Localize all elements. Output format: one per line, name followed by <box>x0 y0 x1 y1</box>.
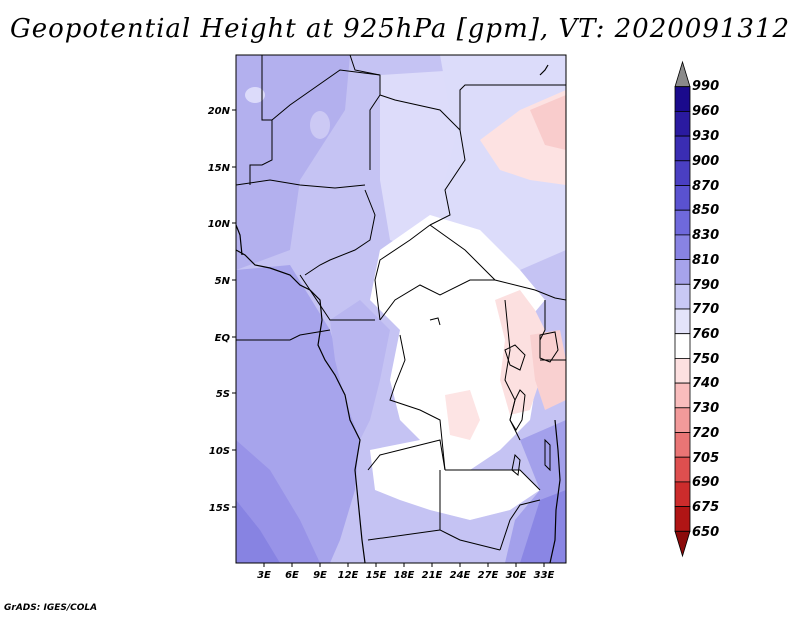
colorbar-label: 790 <box>692 278 719 293</box>
lon-label: 12E <box>338 570 359 581</box>
lat-label: 5S <box>216 389 230 400</box>
lon-label: 6E <box>285 570 299 581</box>
colorbar-label: 770 <box>692 302 719 317</box>
colorbar-segment <box>674 481 691 507</box>
colorbar-segment <box>674 86 691 112</box>
coastline <box>236 64 561 563</box>
colorbar-label: 675 <box>692 500 719 515</box>
lat-label: 15N <box>208 163 231 174</box>
lon-label: 21E <box>422 570 443 581</box>
colorbar-segment <box>674 456 691 483</box>
colorbar-segment <box>674 111 691 137</box>
longitude-labels: 3E 6E 9E 12E 15E 18E 21E 24E 27E 30E 33E <box>257 570 554 581</box>
lat-label: EQ <box>215 333 231 344</box>
colorbar-segment <box>674 135 691 162</box>
height-field <box>236 55 566 563</box>
colorbar-segment <box>674 185 691 211</box>
colorbar-segment <box>674 60 691 88</box>
lat-label: 10N <box>208 219 231 230</box>
latitude-labels: 20N 15N 10N 5N EQ 5S 10S 15S <box>208 106 231 514</box>
lat-label: 5N <box>215 276 231 287</box>
lon-label: 15E <box>366 570 387 581</box>
colorbar-label: 650 <box>692 525 719 540</box>
colorbar-label: 850 <box>692 203 719 218</box>
colorbar-label: 960 <box>692 104 719 119</box>
colorbar-segment <box>674 506 691 532</box>
colorbar-label: 705 <box>692 451 719 466</box>
lon-label: 24E <box>450 570 471 581</box>
colorbar-label: 810 <box>692 253 719 268</box>
lat-label: 15S <box>209 503 230 514</box>
lon-label: 27E <box>478 570 499 581</box>
colorbar-label: 870 <box>692 179 719 194</box>
colorbar-segment <box>674 382 691 409</box>
colorbar-label: 730 <box>692 401 719 416</box>
colorbar-label: 930 <box>692 129 719 144</box>
colorbar-segment <box>674 333 691 359</box>
colorbar-label: 760 <box>692 327 719 342</box>
colorbar-label: 750 <box>692 352 719 367</box>
lon-label: 30E <box>506 570 527 581</box>
colorbar-segment <box>674 283 691 310</box>
grads-credit: GrADS: IGES/COLA <box>4 603 98 613</box>
colorbar-label: 830 <box>692 228 719 243</box>
colorbar-label: 740 <box>692 376 719 391</box>
country-borders <box>236 55 566 551</box>
colorbar-label: 720 <box>692 426 719 441</box>
lon-label: 9E <box>313 570 327 581</box>
axis-ticks <box>232 109 545 567</box>
colorbar-segment <box>674 259 691 285</box>
map-frame <box>235 54 567 564</box>
colorbar-segment <box>674 357 691 384</box>
colorbar-segment <box>674 432 691 458</box>
colorbar-labels: 990 960 930 900 870 850 830 810 790 770 … <box>692 79 719 540</box>
colorbar-label: 690 <box>692 475 719 490</box>
lakes <box>429 317 559 476</box>
map-title: Geopotential Height at 925hPa [gpm], VT:… <box>9 14 791 44</box>
colorbar-segment <box>674 308 691 335</box>
lon-label: 33E <box>534 570 555 581</box>
lat-label: 20N <box>208 106 231 117</box>
lat-label: 10S <box>209 446 230 457</box>
colorbar-segment <box>674 530 691 558</box>
colorbar-segment <box>674 407 691 433</box>
colorbar-label: 990 <box>692 79 719 94</box>
colorbar-segment <box>674 209 691 236</box>
lon-label: 3E <box>257 570 271 581</box>
colorbar-label: 900 <box>692 154 719 169</box>
colorbar-segment <box>674 160 691 186</box>
lon-label: 18E <box>394 570 415 581</box>
colorbar <box>674 60 691 558</box>
colorbar-segment <box>674 234 691 260</box>
